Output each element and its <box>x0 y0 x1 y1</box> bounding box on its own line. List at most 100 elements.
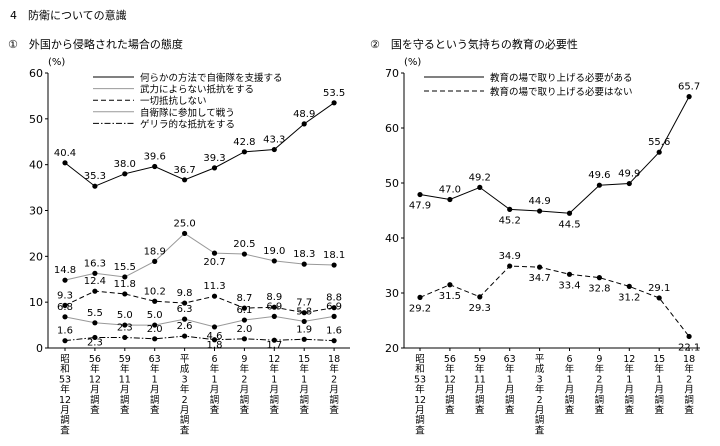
chart-2-data-label: 29.2 <box>409 303 431 314</box>
chart-1-data-label: 2.3 <box>87 337 103 348</box>
chart-2-data-label: 65.7 <box>678 82 700 93</box>
chart-1-data-point <box>122 274 128 280</box>
chart-2-legend-label: 教育の場で取り上げる必要がある <box>490 72 633 84</box>
chart-1-data-label: 9.8 <box>177 288 193 299</box>
chart-1-data-point <box>271 304 277 310</box>
chart-1-data-label: 40.4 <box>54 148 76 159</box>
chart-1-data-point <box>331 100 337 106</box>
chart-1-data-point <box>182 177 188 183</box>
chart-1-data-label: 36.7 <box>173 165 195 176</box>
chart-2-data-label: 29.1 <box>648 283 670 294</box>
chart-2-data-label: 29.3 <box>469 303 491 314</box>
chart-1-data-point <box>331 313 337 319</box>
chart-1-data-label: 2.6 <box>177 321 193 332</box>
chart-1-data-label: 1.6 <box>326 326 342 337</box>
chart-2-data-label: 31.5 <box>439 291 461 302</box>
chart-1-data-point <box>301 318 307 325</box>
chart-1-data-label: 6.3 <box>177 304 193 315</box>
chart-1-data-point <box>92 320 98 326</box>
chart-2-data-label: 31.2 <box>618 292 640 303</box>
chart-2-data-label: 47.9 <box>409 201 431 212</box>
chart-2-data-label: 47.0 <box>439 185 461 196</box>
chart-1-data-label: 5.0 <box>117 310 133 321</box>
chart-1-data-label: 1.9 <box>296 324 312 335</box>
chart-1-data-point <box>152 298 158 304</box>
chart-1-data-label: 15.5 <box>114 262 136 273</box>
chart-1-data-label: 1.7 <box>266 340 282 351</box>
chart-2-data-point <box>417 191 423 198</box>
chart-2-data-point <box>566 210 573 216</box>
chart-1-data-point <box>92 334 98 341</box>
chart-2-data-point <box>566 271 573 277</box>
chart-2-y-tick-label: 20 <box>385 342 399 355</box>
chart-2-x-tick-label: 59 年 11 月調査 <box>474 354 486 416</box>
chart-1-series-line <box>64 315 335 328</box>
chart-1-data-point <box>271 313 277 319</box>
chart-2-data-point <box>537 264 543 270</box>
chart-2-legend-label: 教育の場で取り上げる必要はない <box>490 86 633 98</box>
chart-1-data-point <box>301 121 307 127</box>
chart-1-data-point <box>301 336 307 342</box>
chart-2-x-tick-label: 56 年 12 月調査 <box>444 354 456 416</box>
chart-2-x-tick-label: 9 年 2 月調査 <box>595 354 605 416</box>
chart-1-series-line <box>64 102 335 187</box>
chart-1-data-point <box>62 338 68 344</box>
chart-2-data-point <box>507 263 513 269</box>
chart-1-data-point <box>182 316 188 322</box>
chart-2-x-tick-label: 6 年 1 月調査 <box>565 354 575 416</box>
chart-2-data-point <box>626 180 632 187</box>
chart-2-y-tick-label: 70 <box>385 67 399 80</box>
chart-1-data-label: 10.2 <box>144 286 166 297</box>
chart-1-data-point <box>92 183 98 189</box>
chart-1-data-label: 5.0 <box>147 310 163 321</box>
chart-2-series-line <box>419 96 690 214</box>
chart-1-data-point <box>211 165 218 171</box>
chart-1-data-label: 5.5 <box>87 308 103 319</box>
chart-1-data-label: 5.8 <box>296 306 312 317</box>
chart-1-data-point <box>152 258 158 264</box>
chart-1-legend-label: 武力によらない抵抗をする <box>140 84 254 96</box>
chart-1-data-label: 8.9 <box>266 292 282 303</box>
chart-1-y-tick-label: 20 <box>29 250 43 263</box>
chart-2-data-point <box>686 94 692 100</box>
chart-1-x-tick-label: 59 年 11 月調査 <box>119 354 131 416</box>
chart-1-data-label: 20.5 <box>233 239 255 250</box>
chart-1-data-label: 8.7 <box>236 293 252 304</box>
chart-1-x-tick-label: 12 年 1 月調査 <box>268 354 280 416</box>
chart-1-data-point <box>182 333 188 339</box>
chart-1-data-point <box>301 261 307 267</box>
chart-1-y-tick-label: 10 <box>29 296 43 309</box>
chart-2-x-tick-label: 12 年 1 月調査 <box>623 354 635 416</box>
chart-1-data-point <box>211 337 218 343</box>
chart-1-series-line <box>64 335 335 342</box>
chart-1-data-label: 1.8 <box>207 340 223 351</box>
chart-2-data-label: 49.6 <box>588 170 610 181</box>
chart-1-y-tick-label: 30 <box>29 205 43 218</box>
chart-1-data-label: 11.3 <box>203 281 225 292</box>
chart-1-data-point <box>331 338 337 344</box>
chart-1-x-tick-label: 56 年 12 月調査 <box>89 354 101 416</box>
chart-2-data-point <box>447 196 453 203</box>
chart-1-data-point <box>271 258 277 264</box>
chart-1-legend-label: 何らかの方法で自衛隊を支援する <box>140 72 283 84</box>
chart-2-data-label: 49.9 <box>618 169 640 180</box>
chart-1-data-label: 2.0 <box>236 324 252 335</box>
chart-1-data-label: 39.3 <box>203 153 225 164</box>
chart-1-data-label: 6.8 <box>57 302 73 313</box>
chart-2-x-tick-label: 平成 3 年 2 月調査 <box>535 354 545 436</box>
chart-2-data-point <box>417 294 423 300</box>
chart-1-data-point <box>92 288 98 294</box>
chart-1-x-tick-label: 昭和 53 年 12 月調査 <box>59 354 71 436</box>
chart-1-data-label: 6.9 <box>266 301 282 312</box>
chart-2-data-point <box>596 182 603 188</box>
chart-1-data-point <box>331 305 337 311</box>
chart-1-y-tick-label: 0 <box>36 342 43 355</box>
chart-1-data-point <box>62 160 68 166</box>
chart-1-data-point <box>62 277 68 283</box>
chart-2-y-tick-label: 50 <box>385 177 399 190</box>
chart-1-data-point <box>331 262 337 268</box>
chart-2: ② 国を守るという気持ちの教育の必要性 (%) 20 30 40 50 60 70 昭和 53… <box>370 37 700 436</box>
chart-2-data-point <box>596 275 603 281</box>
chart-1: ① 外国から侵略された場合の態度 (%) 0 10 20 30 40 50 60 昭和 53 年 1… <box>8 37 350 436</box>
